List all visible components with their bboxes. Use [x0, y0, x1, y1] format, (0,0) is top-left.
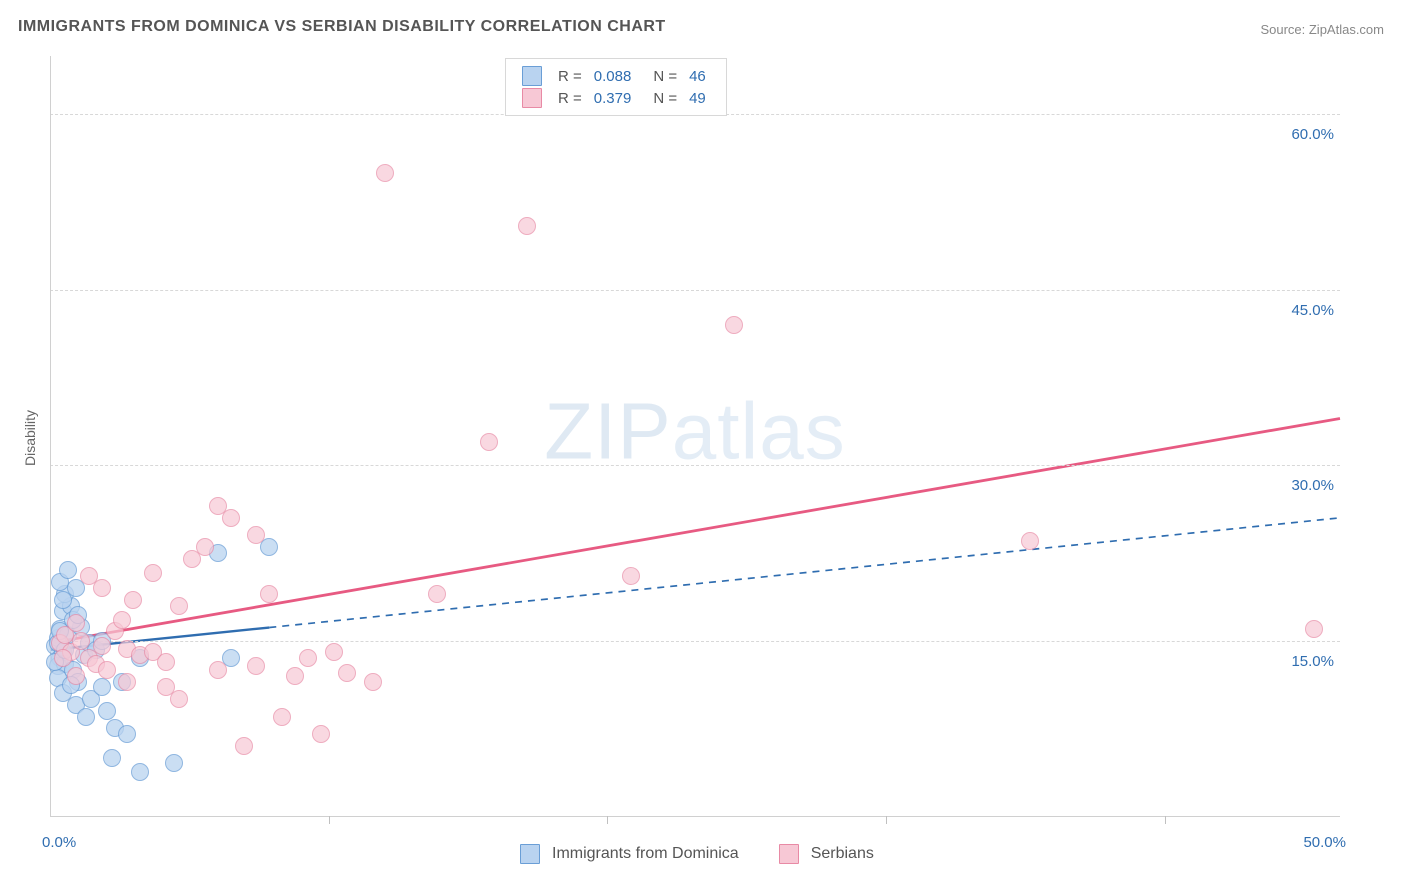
legend-series-name: Immigrants from Dominica	[552, 845, 739, 863]
scatter-point	[338, 664, 356, 682]
legend-n-label: N =	[637, 65, 683, 87]
scatter-point	[299, 649, 317, 667]
gridline	[50, 290, 1340, 291]
scatter-point	[72, 632, 90, 650]
correlation-legend: R =0.088N =46R =0.379N =49	[505, 58, 727, 116]
scatter-point	[1305, 620, 1323, 638]
gridline	[50, 641, 1340, 642]
scatter-point	[286, 667, 304, 685]
scatter-point	[260, 585, 278, 603]
scatter-point	[118, 673, 136, 691]
legend-swatch	[520, 844, 540, 864]
scatter-point	[59, 561, 77, 579]
trend-line	[50, 418, 1340, 642]
legend-row: R =0.379N =49	[516, 87, 712, 109]
x-tick-label: 50.0%	[1303, 834, 1346, 851]
x-axis-line	[50, 816, 1340, 817]
watermark-bold: ZIP	[544, 386, 671, 475]
trend-line-dashed	[269, 518, 1340, 628]
legend-item: Immigrants from Dominica	[520, 844, 739, 864]
watermark: ZIPatlas	[544, 385, 845, 477]
scatter-point	[165, 754, 183, 772]
legend-n-label: N =	[637, 87, 683, 109]
x-tick	[886, 816, 887, 824]
scatter-point	[312, 725, 330, 743]
legend-r-label: R =	[552, 65, 588, 87]
scatter-point	[273, 708, 291, 726]
scatter-point	[131, 763, 149, 781]
scatter-point	[103, 749, 121, 767]
scatter-point	[67, 614, 85, 632]
scatter-point	[54, 591, 72, 609]
scatter-point	[1021, 532, 1039, 550]
source-attribution: Source: ZipAtlas.com	[1260, 22, 1384, 37]
scatter-point	[144, 564, 162, 582]
scatter-point	[325, 643, 343, 661]
scatter-point	[80, 567, 98, 585]
scatter-point	[428, 585, 446, 603]
scatter-point	[170, 690, 188, 708]
x-tick-label: 0.0%	[42, 834, 76, 851]
y-axis-label: Disability	[22, 410, 38, 466]
legend-r-label: R =	[552, 87, 588, 109]
scatter-point	[77, 708, 95, 726]
legend-swatch	[522, 66, 542, 86]
source-link[interactable]: ZipAtlas.com	[1309, 22, 1384, 37]
legend-row: R =0.088N =46	[516, 65, 712, 87]
scatter-point	[209, 661, 227, 679]
legend-n-value: 49	[683, 87, 712, 109]
y-tick-label: 30.0%	[1291, 477, 1334, 494]
legend-r-value: 0.088	[588, 65, 638, 87]
x-tick	[607, 816, 608, 824]
y-tick-label: 45.0%	[1291, 302, 1334, 319]
scatter-point	[518, 217, 536, 235]
scatter-point	[54, 649, 72, 667]
scatter-point	[67, 667, 85, 685]
legend-swatch	[779, 844, 799, 864]
legend-series-name: Serbians	[811, 845, 874, 863]
scatter-point	[247, 526, 265, 544]
scatter-point	[113, 611, 131, 629]
watermark-thin: atlas	[672, 386, 846, 475]
gridline	[50, 465, 1340, 466]
scatter-point	[124, 591, 142, 609]
x-tick	[1165, 816, 1166, 824]
trend-lines	[50, 56, 1340, 816]
scatter-point	[235, 737, 253, 755]
source-prefix: Source:	[1260, 22, 1308, 37]
scatter-point	[98, 702, 116, 720]
scatter-point	[209, 497, 227, 515]
series-legend: Immigrants from Dominica Serbians	[520, 844, 874, 864]
y-axis-line	[50, 56, 51, 816]
scatter-point	[170, 597, 188, 615]
scatter-point	[376, 164, 394, 182]
scatter-point	[157, 653, 175, 671]
scatter-plot: ZIPatlas 15.0%30.0%45.0%60.0%0.0%50.0%	[50, 56, 1340, 816]
chart-title: IMMIGRANTS FROM DOMINICA VS SERBIAN DISA…	[18, 18, 666, 36]
legend-swatch	[522, 88, 542, 108]
y-tick-label: 15.0%	[1291, 653, 1334, 670]
scatter-point	[364, 673, 382, 691]
scatter-point	[247, 657, 265, 675]
scatter-point	[118, 725, 136, 743]
y-tick-label: 60.0%	[1291, 126, 1334, 143]
legend-r-value: 0.379	[588, 87, 638, 109]
scatter-point	[480, 433, 498, 451]
legend-item: Serbians	[779, 844, 874, 864]
scatter-point	[183, 550, 201, 568]
scatter-point	[98, 661, 116, 679]
scatter-point	[93, 637, 111, 655]
x-tick	[329, 816, 330, 824]
scatter-point	[93, 678, 111, 696]
scatter-point	[725, 316, 743, 334]
legend-n-value: 46	[683, 65, 712, 87]
scatter-point	[622, 567, 640, 585]
